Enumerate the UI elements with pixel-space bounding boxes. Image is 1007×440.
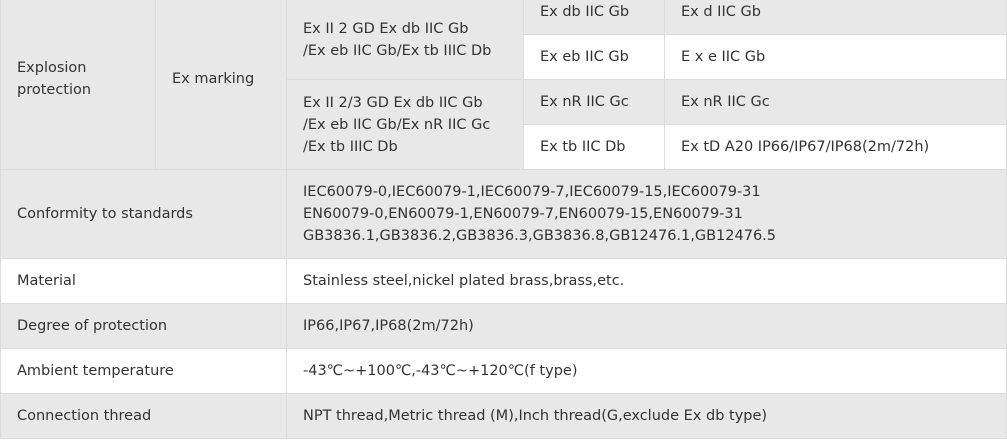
table-row: Ex II 2/3 GD Ex db IIC Gb /Ex eb IIC Gb/… <box>1 79 1007 170</box>
ex-code-cell: Ex tb IIC Db <box>523 124 665 170</box>
ex-code-cell: Ex eb IIC Gb <box>523 34 665 80</box>
label-line: protection <box>17 82 92 98</box>
degree-of-protection-label: Degree of protection <box>0 303 287 349</box>
standards-line: EN60079-0,EN60079-1,EN60079-7,EN60079-15… <box>303 206 743 222</box>
ex-code-cell: Ex nR IIC Gc <box>523 79 665 125</box>
ex-equiv-cell: E x e IIC Gb <box>664 34 1007 80</box>
table-row: Ex tb IIC Db Ex tD A20 IP66/IP67/IP68(2m… <box>1 124 1007 170</box>
table-row: Explosion protection Ex marking Ex II 2 … <box>0 0 1007 170</box>
ex-code-cell: Ex db IIC Gb <box>523 0 665 35</box>
standards-line: IEC60079-0,IEC60079-1,IEC60079-7,IEC6007… <box>303 184 761 200</box>
ex-marking-label: Ex marking <box>155 0 287 170</box>
label-line: Explosion <box>17 60 87 76</box>
table-row: Ex eb IIC Gb E x e IIC Gb <box>1 34 1007 80</box>
ambient-temperature-value: -43℃~+100℃,-43℃~+120℃(f type) <box>286 348 1007 394</box>
ex-marking-group-2: Ex II 2/3 GD Ex db IIC Gb /Ex eb IIC Gb/… <box>286 79 524 170</box>
table-row: Connection thread NPT thread,Metric thre… <box>0 393 1007 439</box>
conformity-label: Conformity to standards <box>0 169 287 259</box>
standards-line: GB3836.1,GB3836.2,GB3836.3,GB3836.8,GB12… <box>303 228 777 244</box>
ex-equiv-cell: Ex tD A20 IP66/IP67/IP68(2m/72h) <box>664 124 1007 170</box>
connection-thread-value: NPT thread,Metric thread (M),Inch thread… <box>286 393 1007 439</box>
ex-marking-group-1: Ex II 2 GD Ex db IIC Gb /Ex eb IIC Gb/Ex… <box>286 0 524 80</box>
degree-of-protection-value: IP66,IP67,IP68(2m/72h) <box>286 303 1007 349</box>
marking-line: /Ex eb IIC Gb/Ex tb IIIC Db <box>303 43 492 59</box>
ex-equiv-cell: Ex d IIC Gb <box>664 0 1007 35</box>
table-row: Conformity to standards IEC60079-0,IEC60… <box>0 169 1007 259</box>
table-row: Ambient temperature -43℃~+100℃,-43℃~+120… <box>0 348 1007 394</box>
table-row: Material Stainless steel,nickel plated b… <box>0 258 1007 304</box>
ex-equiv-cell: Ex nR IIC Gc <box>664 79 1007 125</box>
ambient-temperature-label: Ambient temperature <box>0 348 287 394</box>
connection-thread-label: Connection thread <box>0 393 287 439</box>
marking-line: /Ex tb IIIC Db <box>303 138 398 155</box>
table-row: Degree of protection IP66,IP67,IP68(2m/7… <box>0 303 1007 349</box>
marking-line: /Ex eb IIC Gb/Ex nR IIC Gc <box>303 116 491 133</box>
material-label: Material <box>0 258 287 304</box>
marking-line: Ex II 2/3 GD Ex db IIC Gb <box>303 94 483 111</box>
material-value: Stainless steel,nickel plated brass,bras… <box>286 258 1007 304</box>
conformity-value: IEC60079-0,IEC60079-1,IEC60079-7,IEC6007… <box>286 169 1007 259</box>
marking-line: Ex II 2 GD Ex db IIC Gb <box>303 21 469 37</box>
explosion-protection-label: Explosion protection <box>0 0 156 170</box>
